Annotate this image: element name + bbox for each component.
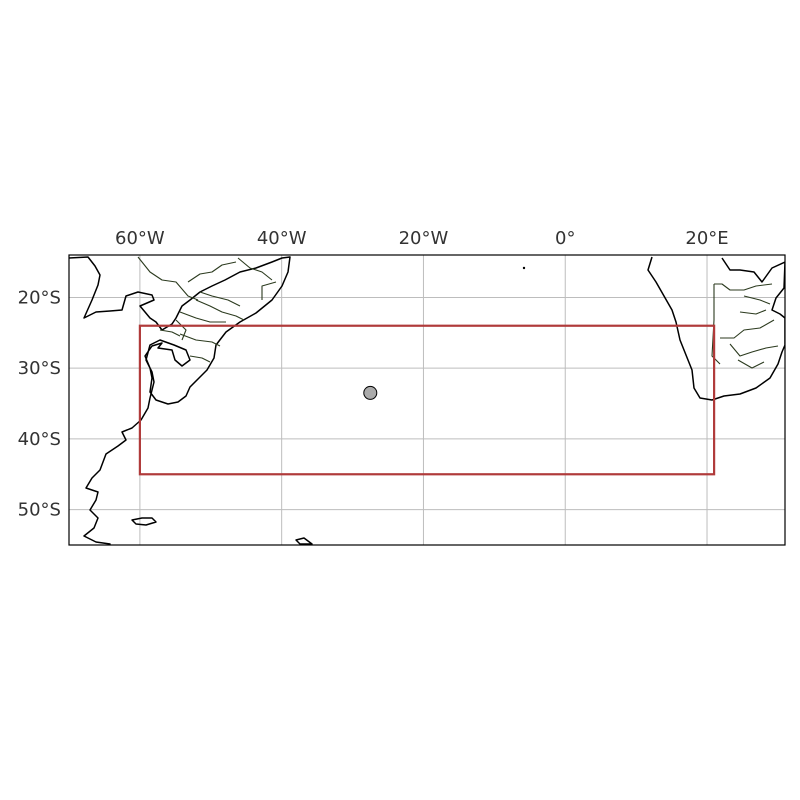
south-america-coastline — [69, 256, 291, 545]
graticule — [69, 255, 785, 545]
lon-tick-label: 40°W — [257, 228, 307, 249]
lat-tick-label: 50°S — [18, 500, 61, 521]
axis-tick-labels: 60°W 40°W 20°W 0° 20°E 20°S 30°S 40°S 50°S — [18, 228, 729, 521]
point-marker — [363, 385, 378, 400]
south-georgia-coastline — [295, 537, 313, 545]
falkland-islands-coastline — [131, 517, 157, 526]
island-marker — [522, 266, 526, 270]
lon-tick-label: 60°W — [115, 228, 165, 249]
map-frame — [68, 254, 786, 546]
lat-tick-label: 30°S — [18, 358, 61, 379]
region-box — [138, 324, 716, 476]
lat-tick-label: 20°S — [18, 287, 61, 308]
lon-tick-label: 20°E — [685, 228, 728, 249]
lat-tick-label: 40°S — [18, 429, 61, 450]
land-layer — [69, 256, 785, 545]
south-america-borders — [137, 256, 277, 363]
africa-coastline — [647, 256, 785, 401]
africa-borders — [711, 283, 779, 369]
lon-tick-label: 0° — [555, 228, 575, 249]
lon-tick-label: 20°W — [399, 228, 449, 249]
